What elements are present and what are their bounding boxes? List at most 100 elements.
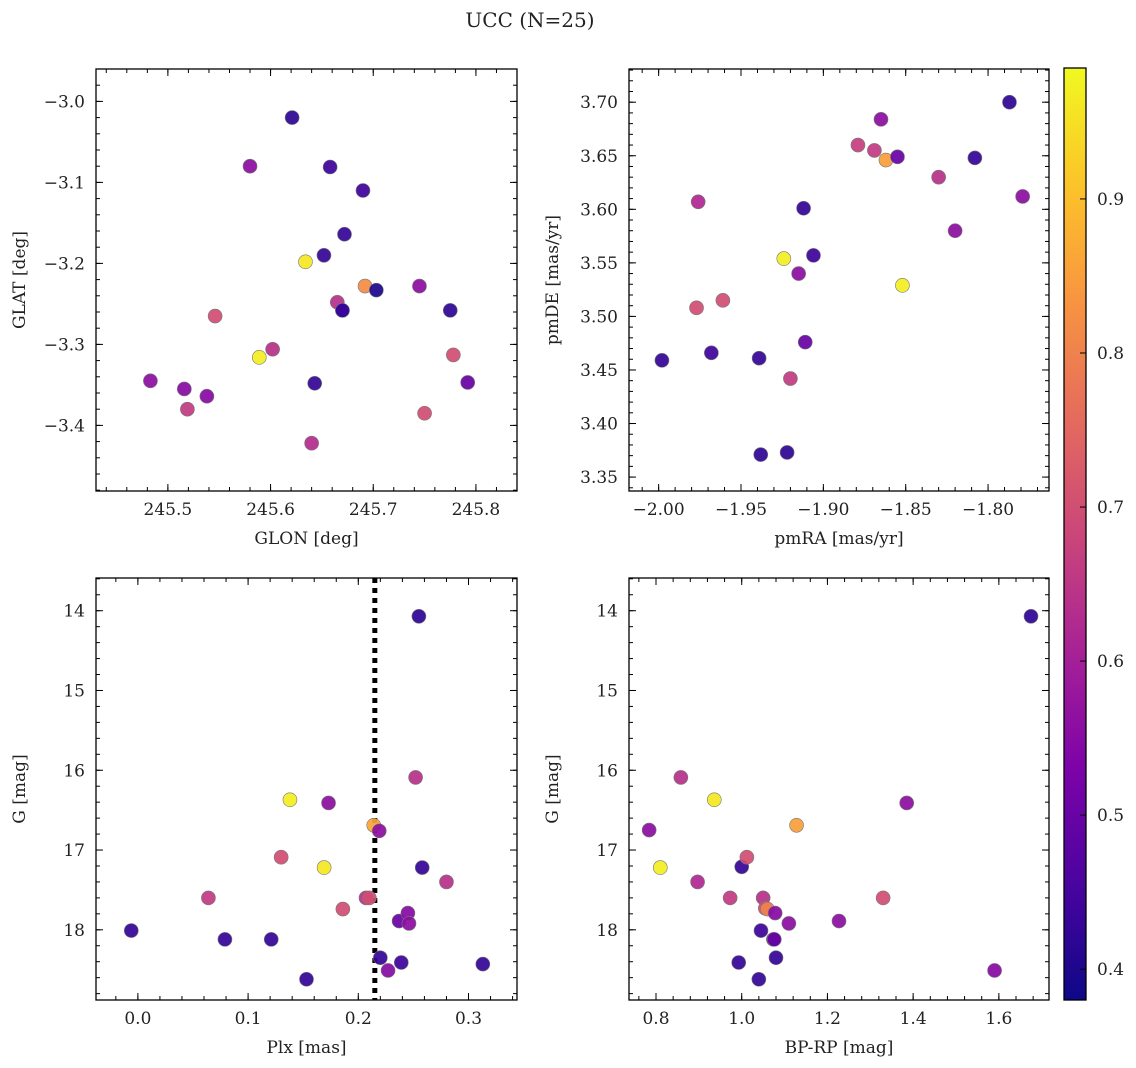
scatter-point bbox=[439, 874, 454, 890]
y-tick-label: 17 bbox=[63, 841, 85, 861]
scatter-point bbox=[177, 381, 192, 397]
scatter-point bbox=[242, 158, 258, 174]
scatter-point bbox=[652, 860, 668, 875]
scatter-point bbox=[335, 303, 350, 318]
scatter-point bbox=[796, 200, 811, 216]
x-axis-label: GLON [deg] bbox=[254, 529, 358, 549]
scatter-point bbox=[895, 278, 910, 293]
scatter-point bbox=[899, 795, 915, 811]
scatter-point bbox=[831, 913, 847, 929]
x-tick-label: 1.2 bbox=[814, 1009, 841, 1029]
scatter-point bbox=[731, 955, 747, 970]
x-tick-label: 0.3 bbox=[455, 1009, 482, 1029]
scatter-point bbox=[180, 401, 195, 417]
scatter-point bbox=[380, 963, 396, 978]
x-axis-label: BP-RP [mag] bbox=[785, 1038, 894, 1058]
x-tick-label: 0.0 bbox=[124, 1009, 151, 1029]
axes-frame bbox=[628, 68, 1050, 492]
scatter-point bbox=[641, 822, 657, 838]
scatter-point bbox=[789, 817, 804, 833]
y-tick-label: 3.50 bbox=[580, 307, 618, 327]
scatter-point bbox=[335, 901, 351, 917]
scatter-point bbox=[408, 770, 423, 785]
scatter-point bbox=[475, 956, 491, 972]
panel-bprp-g: 0.8 1.0 1.2 1.4 1.6 14 15 16 17 18 BP-RP [mag] G [m… bbox=[543, 577, 1050, 1058]
scatter-point bbox=[304, 435, 319, 451]
scatter-point bbox=[689, 300, 704, 316]
scatter-point bbox=[875, 890, 891, 906]
scatter-point bbox=[442, 303, 458, 318]
scatter-point bbox=[791, 266, 806, 281]
scatter-point bbox=[873, 112, 889, 127]
scatter-point bbox=[316, 860, 332, 875]
x-tick-label: 1.0 bbox=[728, 1009, 755, 1029]
scatter-point bbox=[1023, 608, 1039, 624]
x-axis-label: Plx [mas] bbox=[266, 1038, 346, 1058]
scatter-point bbox=[783, 371, 798, 386]
scatter-point bbox=[890, 149, 905, 165]
x-tick-label: 245.5 bbox=[144, 500, 193, 520]
scatter-point bbox=[751, 350, 767, 366]
x-tick-label: 1.4 bbox=[900, 1009, 927, 1029]
scatter-point bbox=[987, 963, 1002, 978]
axes-frame bbox=[628, 577, 1050, 1001]
colorbar-tick-label: 0.9 bbox=[1097, 190, 1124, 210]
x-tick-label: −1.80 bbox=[962, 500, 1014, 520]
y-tick-label: 3.45 bbox=[580, 361, 618, 381]
scatter-point bbox=[393, 955, 409, 970]
y-axis-label: G [mag] bbox=[543, 754, 563, 823]
scatter-point bbox=[369, 282, 384, 298]
scatter-point bbox=[321, 795, 336, 811]
scatter-point bbox=[401, 916, 417, 931]
scatter-point bbox=[282, 792, 298, 808]
figure-title: UCC (N=25) bbox=[465, 8, 594, 32]
x-tick-label: 245.8 bbox=[452, 500, 501, 520]
scatter-point bbox=[967, 150, 983, 166]
scatter-point bbox=[781, 916, 797, 931]
panel-glon-glat: 245.5 245.6 245.7 245.8 −3.4 −3.3 −3.2 −3.1 −3.0… bbox=[10, 68, 518, 549]
y-tick-label: 15 bbox=[596, 681, 618, 701]
scatter-point bbox=[316, 247, 332, 263]
x-tick-label: −1.90 bbox=[797, 500, 849, 520]
x-tick-label: −1.85 bbox=[880, 500, 932, 520]
scatter-point bbox=[722, 890, 738, 906]
scatter-point bbox=[299, 971, 314, 987]
scatter-point bbox=[654, 353, 670, 368]
x-tick-label: 0.8 bbox=[642, 1009, 669, 1029]
scatter-point bbox=[673, 770, 689, 785]
y-tick-label: 3.65 bbox=[580, 147, 618, 167]
colorbar-tick-label: 0.5 bbox=[1097, 806, 1124, 826]
axes-frame bbox=[95, 577, 518, 1001]
scatter-point bbox=[766, 932, 782, 947]
y-tick-label: −3.0 bbox=[44, 92, 85, 112]
scatter-point bbox=[947, 223, 963, 239]
y-tick-label: −3.4 bbox=[44, 416, 85, 436]
scatter-point bbox=[767, 905, 783, 921]
scatter-point bbox=[373, 950, 388, 966]
x-tick-label: −1.95 bbox=[715, 500, 767, 520]
panel-plx-g: 0.0 0.1 0.2 0.3 14 15 16 17 18 Plx [mas] G [mag] bbox=[10, 577, 518, 1058]
scatter-point bbox=[207, 308, 223, 324]
y-tick-label: 14 bbox=[63, 602, 85, 622]
scatter-point bbox=[706, 792, 722, 808]
colorbar-tick-label: 0.6 bbox=[1097, 652, 1124, 672]
scatter-point bbox=[199, 388, 215, 404]
x-tick-label: −2.00 bbox=[633, 500, 685, 520]
colorbar-tick-label: 0.7 bbox=[1097, 498, 1124, 518]
scatter-point bbox=[690, 194, 706, 210]
x-tick-label: 245.6 bbox=[246, 500, 295, 520]
panel-pmra-pmde: −2.00 −1.95 −1.90 −1.85 −1.80 3.35 3.40 3.45 3.5… bbox=[543, 68, 1050, 549]
colorbar-tick-label: 0.4 bbox=[1097, 960, 1124, 980]
y-tick-label: 3.55 bbox=[580, 254, 618, 274]
scatter-point bbox=[417, 405, 432, 421]
scatter-point bbox=[414, 860, 430, 875]
axes-frame bbox=[95, 68, 518, 492]
x-tick-label: 1.6 bbox=[985, 1009, 1012, 1029]
scatter-point bbox=[362, 890, 377, 906]
colorbar-tick-label: 0.8 bbox=[1097, 344, 1124, 364]
y-tick-label: 15 bbox=[63, 681, 85, 701]
y-axis-label: GLAT [deg] bbox=[10, 231, 30, 329]
scatter-point bbox=[715, 293, 731, 308]
y-tick-label: 14 bbox=[596, 602, 618, 622]
